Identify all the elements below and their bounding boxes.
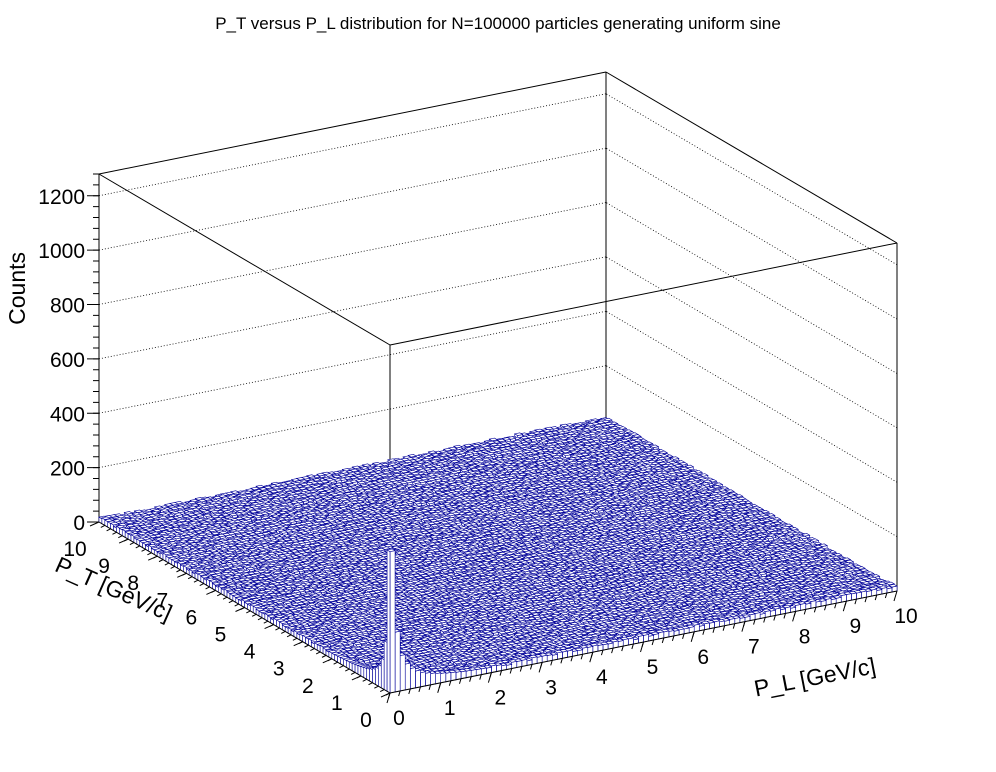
grid-line-back bbox=[99, 94, 606, 196]
top-front-left-edge bbox=[99, 174, 390, 345]
top-front-right-edge bbox=[390, 243, 897, 345]
histogram-bars bbox=[99, 418, 897, 693]
grid-line-back bbox=[99, 148, 606, 250]
top-back-left-edge bbox=[99, 72, 606, 174]
grid-line-right bbox=[606, 257, 897, 428]
grid-line-right bbox=[606, 203, 897, 374]
top-back-right-edge bbox=[606, 72, 897, 243]
grid-line-right bbox=[606, 148, 897, 319]
grid-line-back bbox=[99, 311, 606, 413]
grid-line-back bbox=[99, 257, 606, 359]
grid-line-back bbox=[99, 203, 606, 305]
grid-line-right bbox=[606, 94, 897, 265]
